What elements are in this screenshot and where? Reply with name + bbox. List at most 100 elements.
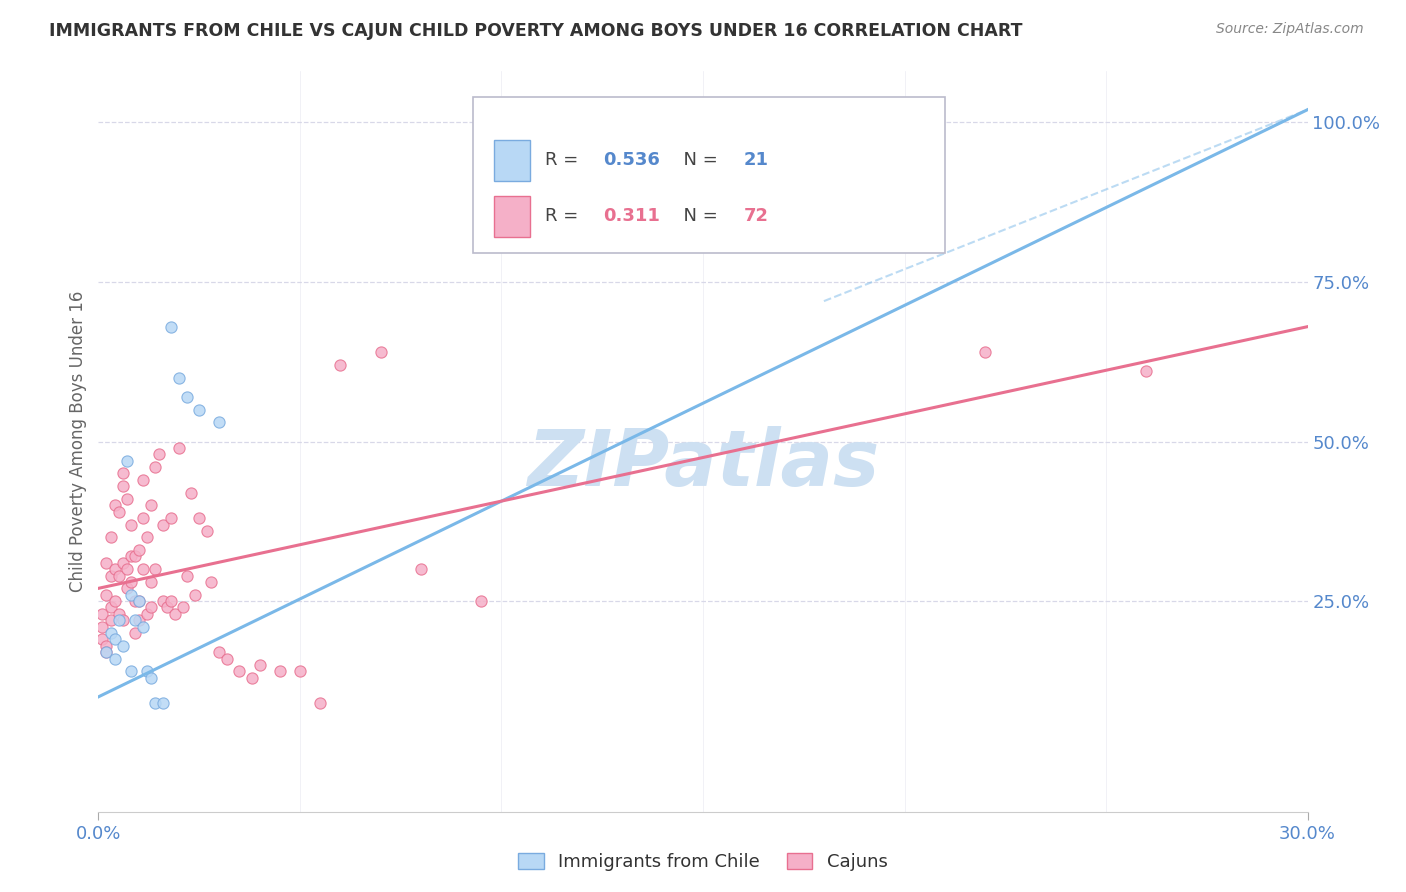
Point xyxy=(470,594,492,608)
Point xyxy=(100,530,122,544)
Point xyxy=(172,600,194,615)
Point xyxy=(96,645,118,659)
Point xyxy=(163,607,186,621)
Text: N =: N = xyxy=(672,152,723,169)
Point xyxy=(167,441,190,455)
Point xyxy=(107,505,129,519)
Text: 0.536: 0.536 xyxy=(603,152,659,169)
Point xyxy=(167,370,190,384)
Point xyxy=(128,594,150,608)
Point xyxy=(152,594,174,608)
Point xyxy=(152,517,174,532)
Point xyxy=(188,511,211,525)
Point xyxy=(240,671,263,685)
Point xyxy=(115,562,138,576)
Text: IMMIGRANTS FROM CHILE VS CAJUN CHILD POVERTY AMONG BOYS UNDER 16 CORRELATION CHA: IMMIGRANTS FROM CHILE VS CAJUN CHILD POV… xyxy=(49,22,1022,40)
Point xyxy=(96,639,118,653)
Point xyxy=(132,511,155,525)
Point xyxy=(208,645,231,659)
Point xyxy=(111,467,134,481)
Point xyxy=(111,613,134,627)
Point xyxy=(288,665,311,679)
Point xyxy=(195,524,218,538)
Point xyxy=(135,530,157,544)
Point xyxy=(180,485,202,500)
Point xyxy=(107,568,129,582)
Point xyxy=(115,582,138,596)
Point xyxy=(111,556,134,570)
Point xyxy=(184,588,207,602)
Point xyxy=(135,665,157,679)
Point xyxy=(120,665,142,679)
Point xyxy=(160,511,183,525)
Point xyxy=(103,632,125,647)
Point xyxy=(160,319,183,334)
Point xyxy=(115,491,138,506)
Point xyxy=(974,345,997,359)
Point xyxy=(1135,364,1157,378)
Point xyxy=(139,499,162,513)
Point xyxy=(128,543,150,558)
Point xyxy=(217,651,239,665)
Text: Source: ZipAtlas.com: Source: ZipAtlas.com xyxy=(1216,22,1364,37)
Y-axis label: Child Poverty Among Boys Under 16: Child Poverty Among Boys Under 16 xyxy=(69,291,87,592)
Text: 21: 21 xyxy=(744,152,769,169)
Point xyxy=(143,562,166,576)
FancyBboxPatch shape xyxy=(494,140,530,180)
Point xyxy=(96,645,118,659)
Point xyxy=(100,600,122,615)
Point xyxy=(120,517,142,532)
Point xyxy=(103,594,125,608)
Text: N =: N = xyxy=(672,208,723,226)
Point xyxy=(100,613,122,627)
Point xyxy=(135,607,157,621)
Point xyxy=(91,632,114,647)
Point xyxy=(96,588,118,602)
Point xyxy=(156,600,179,615)
Point xyxy=(124,549,146,564)
Point xyxy=(111,479,134,493)
Point xyxy=(143,460,166,475)
Point xyxy=(100,626,122,640)
Point xyxy=(124,626,146,640)
Text: R =: R = xyxy=(544,208,589,226)
Point xyxy=(120,549,142,564)
Legend: Immigrants from Chile, Cajuns: Immigrants from Chile, Cajuns xyxy=(512,846,894,879)
Point xyxy=(176,390,198,404)
Point xyxy=(120,574,142,589)
Point xyxy=(370,345,392,359)
Point xyxy=(91,607,114,621)
Point xyxy=(176,568,198,582)
Text: R =: R = xyxy=(544,152,583,169)
Point xyxy=(115,453,138,467)
Point xyxy=(132,562,155,576)
Point xyxy=(148,447,170,461)
Point xyxy=(132,473,155,487)
Point xyxy=(228,665,250,679)
Point xyxy=(128,594,150,608)
Point xyxy=(139,574,162,589)
Point xyxy=(128,613,150,627)
Point xyxy=(152,696,174,710)
Point xyxy=(208,416,231,430)
Point xyxy=(249,657,271,672)
Point xyxy=(160,594,183,608)
FancyBboxPatch shape xyxy=(474,97,945,252)
Point xyxy=(200,574,222,589)
Point xyxy=(111,639,134,653)
Point xyxy=(100,568,122,582)
Point xyxy=(103,651,125,665)
Point xyxy=(96,556,118,570)
Point xyxy=(103,499,125,513)
Point xyxy=(309,696,332,710)
Point xyxy=(132,619,155,633)
Point xyxy=(188,402,211,417)
Point xyxy=(120,588,142,602)
Text: ZIPatlas: ZIPatlas xyxy=(527,425,879,502)
Point xyxy=(139,600,162,615)
Point xyxy=(91,619,114,633)
Point xyxy=(143,696,166,710)
Point xyxy=(124,613,146,627)
FancyBboxPatch shape xyxy=(494,196,530,237)
Point xyxy=(107,613,129,627)
